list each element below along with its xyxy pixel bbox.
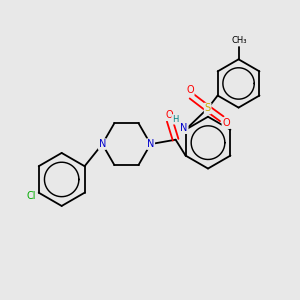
Text: CH₃: CH₃ [231, 36, 247, 45]
Text: Cl: Cl [27, 191, 36, 201]
Text: N: N [180, 123, 188, 133]
Text: S: S [205, 103, 211, 113]
Text: O: O [222, 118, 230, 128]
Text: N: N [99, 139, 106, 149]
Text: H: H [172, 115, 178, 124]
Text: O: O [186, 85, 194, 95]
Text: O: O [166, 110, 173, 120]
Text: N: N [147, 139, 154, 149]
